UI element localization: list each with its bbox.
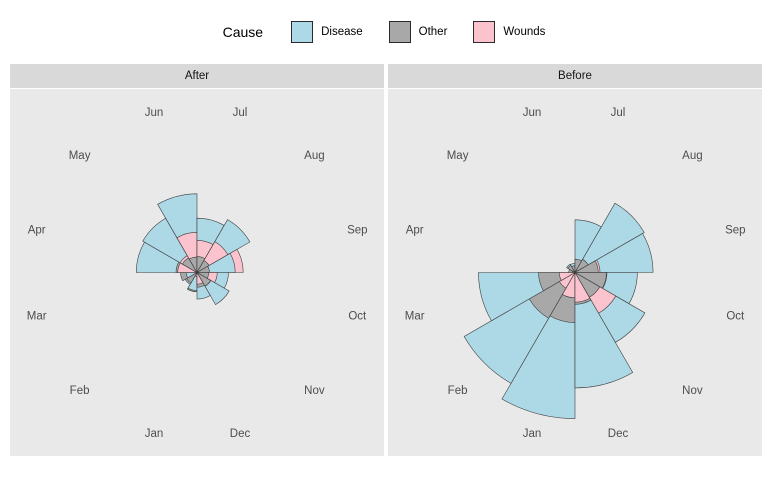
legend-label-other: Other xyxy=(418,26,448,38)
wedge-before-mar-wounds xyxy=(558,272,577,281)
month-label-after-may: May xyxy=(69,150,91,162)
wedge-before-aug-disease xyxy=(574,202,645,274)
panel-before: Jan Feb Mar Apr May Jun Jul Aug Sep Oct Nov Dec xyxy=(388,89,762,456)
month-label-before-dec: Dec xyxy=(608,428,629,440)
disease-color-swatch xyxy=(291,21,314,43)
month-label-before-sep: Sep xyxy=(725,225,745,237)
wedge-before-dec-wounds xyxy=(574,271,591,303)
month-label-before-oct: Oct xyxy=(726,311,745,323)
facet-strip-after: After xyxy=(10,64,384,88)
month-label-before-may: May xyxy=(447,150,469,162)
month-label-after-jan: Jan xyxy=(145,428,164,440)
month-label-after-apr: Apr xyxy=(28,225,46,237)
wounds-color-swatch xyxy=(473,21,496,43)
month-label-after-aug: Aug xyxy=(304,150,324,162)
month-label-before-apr: Apr xyxy=(406,225,424,237)
month-label-after-jun: Jun xyxy=(145,107,164,119)
rose-chart-before: Jan Feb Mar Apr May Jun Jul Aug Sep Oct Nov Dec xyxy=(405,107,746,440)
month-label-after-sep: Sep xyxy=(347,225,367,237)
month-label-before-jun: Jun xyxy=(523,107,542,119)
legend-title: Cause xyxy=(222,24,264,40)
rose-chart-after: Jan Feb Mar Apr May Jun Jul Aug Sep Oct Nov Dec xyxy=(27,107,368,440)
month-label-before-feb: Feb xyxy=(448,385,468,397)
wedge-before-dec-disease xyxy=(574,271,634,389)
other-color-swatch xyxy=(388,21,411,43)
legend-item-wounds: Wounds xyxy=(473,21,545,43)
facet-title-before: Before xyxy=(558,70,592,82)
legend-item-disease: Disease xyxy=(291,21,363,43)
legend: Cause Disease Other Wounds xyxy=(0,10,768,54)
facet-after: After Jan Feb Mar Apr May Jun Jul Aug Sep Oct Nov D… xyxy=(10,64,384,456)
facet-title-after: After xyxy=(184,70,210,82)
month-label-after-jul: Jul xyxy=(233,107,248,119)
legend-label-disease: Disease xyxy=(321,26,363,38)
month-label-before-jul: Jul xyxy=(611,107,626,119)
month-label-after-mar: Mar xyxy=(27,311,47,323)
wedge-after-dec-wounds xyxy=(196,271,204,285)
month-label-after-oct: Oct xyxy=(348,311,367,323)
facet-before: Before Jan Feb Mar Apr May Jun Jul Aug Sep Oct Nov… xyxy=(388,64,762,456)
month-label-after-feb: Feb xyxy=(70,385,90,397)
panel-after: Jan Feb Mar Apr May Jun Jul Aug Sep Oct Nov Dec xyxy=(10,89,384,456)
month-label-after-nov: Nov xyxy=(304,385,325,397)
facet-strip-before: Before xyxy=(388,64,762,88)
legend-item-other: Other xyxy=(388,21,448,43)
month-label-before-nov: Nov xyxy=(682,385,703,397)
month-label-before-jan: Jan xyxy=(523,428,542,440)
month-label-before-mar: Mar xyxy=(405,311,425,323)
month-label-after-dec: Dec xyxy=(230,428,251,440)
month-label-before-aug: Aug xyxy=(682,150,702,162)
legend-label-wounds: Wounds xyxy=(503,26,546,38)
